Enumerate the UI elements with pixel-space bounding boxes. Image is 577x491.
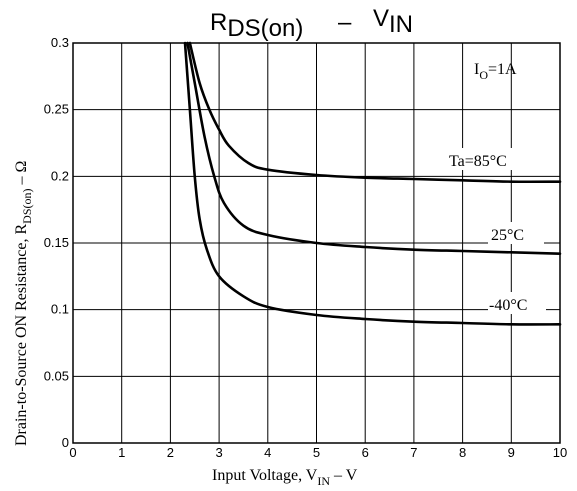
x-tick-label-5: 5: [313, 445, 320, 460]
title-rds-sub: DS(on): [227, 15, 303, 42]
title-v: V: [373, 5, 389, 32]
label-bg-m40: [488, 292, 546, 314]
x-tick-label-1: 1: [118, 445, 125, 460]
x-axis-label: Input Voltage, VIN – V: [212, 467, 358, 488]
x-tick-label-6: 6: [362, 445, 369, 460]
y-tick-labels: 0 0.05 0.1 0.15 0.2 0.25 0.3: [44, 35, 69, 450]
label-bg-85: [446, 148, 556, 170]
series-line-minus40c: [183, 41, 562, 326]
x-label-prefix: Input Voltage, V: [212, 467, 318, 484]
title-v-sub: IN: [389, 11, 413, 38]
y-tick-label-5: 0.25: [44, 102, 69, 117]
y-axis-label: Drain-to-Source ON Resistance, RDS(on) –…: [13, 160, 34, 446]
condition-suffix: =1A: [488, 61, 517, 78]
y-tick-label-1: 0.05: [44, 368, 69, 383]
x-tick-label-2: 2: [167, 445, 174, 460]
title-dash: –: [338, 9, 352, 36]
x-tick-labels: 0 1 2 3 4 5 6 7 8 9 10: [69, 445, 567, 460]
x-tick-label-8: 8: [459, 445, 466, 460]
series-label-25c: 25°C: [491, 227, 524, 244]
y-label-suffix: – Ω: [13, 160, 30, 188]
condition-prefix: I: [474, 61, 479, 78]
series-lines: [183, 41, 562, 326]
x-label-sub: IN: [317, 474, 330, 488]
plot-frame: [72, 42, 561, 444]
series-line-25c: [186, 41, 562, 255]
x-tick-label-4: 4: [264, 445, 271, 460]
x-tick-label-0: 0: [69, 445, 76, 460]
x-tick-label-7: 7: [410, 445, 417, 460]
y-tick-label-4: 0.2: [51, 168, 69, 183]
x-label-suffix: – V: [330, 467, 358, 484]
title-vin: VIN: [373, 5, 413, 38]
series-line-85c: [188, 41, 562, 184]
y-label-sub: DS(on): [20, 188, 34, 223]
condition-label: IO=1A: [474, 61, 517, 82]
x-tick-label-3: 3: [215, 445, 222, 460]
x-tick-label-9: 9: [508, 445, 515, 460]
y-label-prefix: Drain-to-Source ON Resistance, R: [13, 224, 30, 446]
y-tick-label-2: 0.1: [51, 302, 69, 317]
x-tick-label-10: 10: [553, 445, 567, 460]
chart-title: RDS(on): [210, 9, 303, 42]
y-tick-label-0: 0: [62, 435, 69, 450]
label-bg-25: [488, 222, 544, 244]
series-label-85c: Ta=85°C: [449, 153, 507, 170]
y-tick-label-6: 0.3: [51, 35, 69, 50]
condition-sub: O: [479, 68, 488, 82]
title-rds: R: [210, 9, 227, 36]
series-label-minus40c: -40°C: [489, 297, 527, 314]
y-tick-label-3: 0.15: [44, 235, 69, 250]
